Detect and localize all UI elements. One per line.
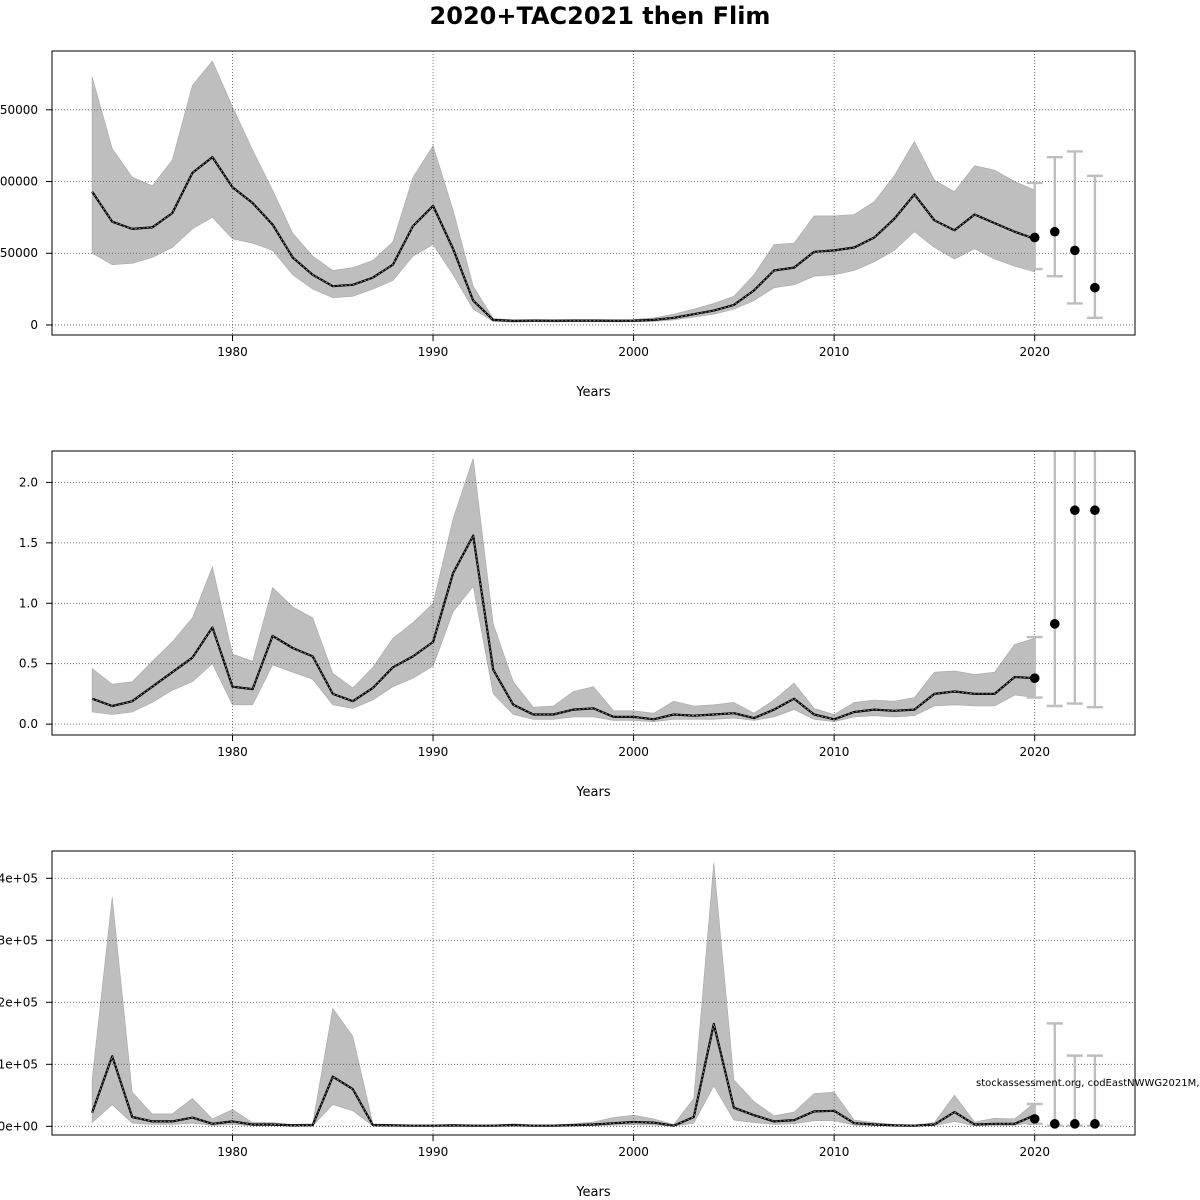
projection-point xyxy=(1029,673,1040,683)
x-tick-label: 1980 xyxy=(217,345,248,359)
projection-point xyxy=(1070,505,1080,516)
x-axis-label: Years xyxy=(575,785,611,800)
x-axis-label: Years xyxy=(575,385,611,400)
projection-point xyxy=(1090,505,1100,516)
credit-text: stockassessment.org, codEastNWWG2021M, / xyxy=(976,1078,1200,1089)
plot-frame xyxy=(51,50,1136,336)
x-tick-label: 1990 xyxy=(418,345,449,359)
panel-1: 1980 1990 2000 2010 2020 0 50000 100000 150000 Ye… xyxy=(0,50,1136,400)
projection-point xyxy=(1049,1119,1060,1129)
projection-point xyxy=(1049,619,1060,629)
x-tick-label: 2000 xyxy=(618,745,649,759)
projection-point xyxy=(1090,282,1100,293)
plot-frame xyxy=(51,450,1136,736)
x-tick-label: 2010 xyxy=(819,1145,850,1159)
plot-frame xyxy=(51,850,1136,1136)
chart-title: 2020+TAC2021 then Flim xyxy=(429,2,771,30)
projection-point xyxy=(1070,1119,1080,1129)
x-tick-label: 2020 xyxy=(1019,745,1050,759)
confidence-band xyxy=(91,862,1035,1127)
y-tick-label: 1e+05 xyxy=(0,1057,38,1071)
estimate-line xyxy=(91,1022,1036,1127)
x-tick-label: 2000 xyxy=(618,345,649,359)
projection-point xyxy=(1029,1114,1040,1124)
projection-point xyxy=(1070,245,1080,256)
x-tick-label: 1990 xyxy=(418,1145,449,1159)
x-tick-label: 1980 xyxy=(217,745,248,759)
estimate-line-dash xyxy=(91,534,1035,720)
y-tick-label: 150000 xyxy=(0,103,38,117)
y-tick-label: 50000 xyxy=(0,246,38,260)
y-tick-label: 0.5 xyxy=(19,657,38,671)
x-tick-label: 2020 xyxy=(1019,345,1050,359)
confidence-band xyxy=(91,458,1035,723)
y-tick-label: 0 xyxy=(30,318,38,332)
x-axis-label: Years xyxy=(575,1185,611,1200)
panel-2: 1980 1990 2000 2010 2020 0.0 0.5 1.0 1.5 2.0 Years xyxy=(19,450,1136,800)
y-tick-label: 4e+05 xyxy=(0,871,38,885)
confidence-band xyxy=(91,60,1035,323)
y-tick-label: 1.5 xyxy=(19,536,38,550)
estimate-line-dash xyxy=(91,156,1035,322)
x-tick-label: 1980 xyxy=(217,1145,248,1159)
x-tick-label: 2010 xyxy=(819,345,850,359)
x-tick-label: 2010 xyxy=(819,745,850,759)
projection-point xyxy=(1049,226,1060,237)
x-tick-label: 2000 xyxy=(618,1145,649,1159)
x-tick-label: 1990 xyxy=(418,745,449,759)
y-tick-label: 0.0 xyxy=(19,717,38,731)
projection-point xyxy=(1029,232,1040,243)
projection-point xyxy=(1090,1119,1100,1129)
y-tick-label: 2e+05 xyxy=(0,995,38,1009)
y-tick-label: 3e+05 xyxy=(0,933,38,947)
panel-3: 1980 1990 2000 2010 2020 0e+00 1e+05 2e+05 3e+05… xyxy=(0,850,1136,1200)
y-tick-label: 100000 xyxy=(0,175,38,189)
x-tick-label: 2020 xyxy=(1019,1145,1050,1159)
y-tick-label: 2.0 xyxy=(19,475,38,489)
y-tick-label: 0e+00 xyxy=(0,1119,38,1133)
y-tick-label: 1.0 xyxy=(19,596,38,610)
